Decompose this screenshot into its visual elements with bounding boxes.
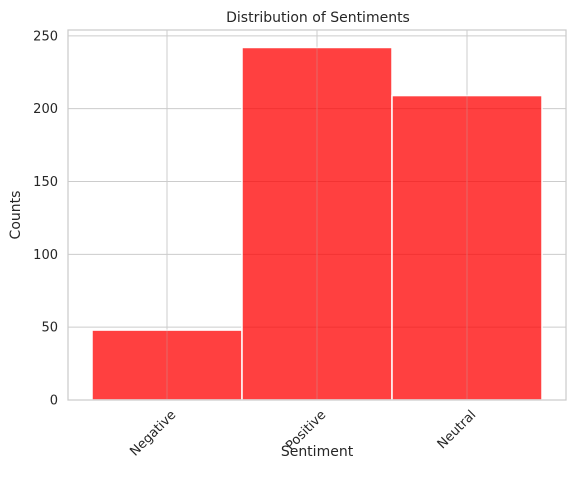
y-axis-label: Counts: [8, 191, 24, 240]
x-tick-label: Negative: [127, 408, 179, 460]
axes-border: [67, 29, 567, 401]
y-tick-label: 150: [33, 175, 58, 190]
y-tick-label: 50: [41, 321, 58, 336]
bars-layer: [91, 30, 543, 401]
x-tick-label: Neutral: [435, 408, 480, 453]
axes-frame: [67, 29, 567, 401]
y-tick-label: 100: [33, 248, 58, 263]
y-tick-label: 250: [33, 29, 58, 44]
chart-title: Distribution of Sentiments: [226, 10, 410, 26]
y-tick-label: 0: [50, 394, 58, 409]
x-axis-label: Sentiment: [281, 444, 354, 460]
y-tick-label: 200: [33, 102, 58, 117]
bar-positive: [241, 46, 393, 401]
bar-neutral: [391, 94, 543, 401]
